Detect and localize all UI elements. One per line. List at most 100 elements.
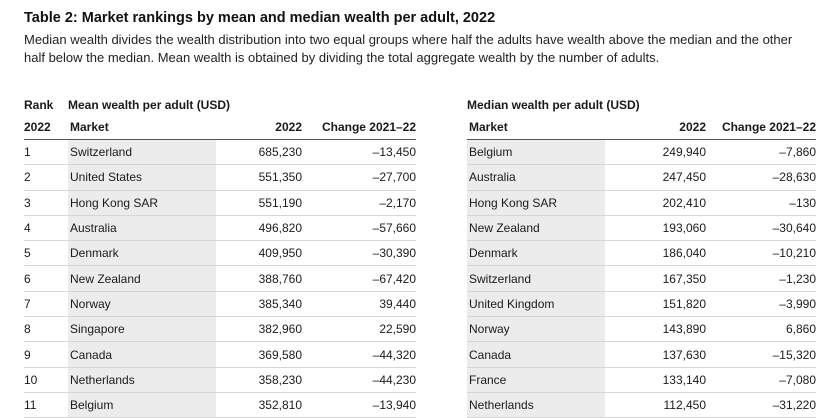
change-cell: 39,440 (302, 291, 417, 318)
market-cell: France (467, 367, 605, 393)
rank-cell: 7 (24, 291, 68, 318)
change-cell: –15,320 (706, 341, 816, 368)
rank-cell: 1 (24, 139, 68, 166)
market-cell: Canada (68, 341, 216, 368)
rank-cell: 3 (24, 190, 68, 216)
value-cell: 358,230 (216, 367, 302, 393)
market-cell: United Kingdom (467, 291, 605, 318)
market-header: Market (467, 115, 605, 140)
table-row: Canada 137,630 –15,320 (467, 341, 816, 368)
change-cell: –67,420 (302, 265, 417, 292)
market-cell: Australia (68, 215, 216, 242)
value-cell: 496,820 (216, 215, 302, 242)
median-group-header: Median wealth per adult (USD) (467, 97, 640, 112)
table-row: 8 Singapore 382,960 22,590 (24, 316, 417, 343)
value-cell: 151,820 (605, 291, 706, 318)
change-cell: –130 (706, 190, 816, 216)
rank-cell: 11 (24, 392, 68, 418)
value-cell: 385,340 (216, 291, 302, 318)
table-row: Netherlands 112,450 –31,220 (467, 392, 816, 418)
table-row: Hong Kong SAR 202,410 –130 (467, 190, 816, 216)
change-header: Change 2021–22 (302, 115, 417, 140)
market-cell: New Zealand (467, 215, 605, 242)
table-row: Australia 247,450 –28,630 (467, 164, 816, 191)
rank-cell: 5 (24, 240, 68, 267)
market-cell: New Zealand (68, 265, 216, 292)
market-cell: Denmark (68, 240, 216, 267)
change-cell: –27,700 (302, 164, 417, 191)
value-cell: 352,810 (216, 392, 302, 418)
rank-cell: 2 (24, 164, 68, 191)
table-row: 6 New Zealand 388,760 –67,420 (24, 265, 417, 292)
table-row: New Zealand 193,060 –30,640 (467, 215, 816, 242)
change-cell: 6,860 (706, 316, 816, 343)
table-row: Switzerland 167,350 –1,230 (467, 265, 816, 292)
table-row: 1 Switzerland 685,230 –13,450 (24, 139, 417, 166)
market-cell: Hong Kong SAR (68, 190, 216, 216)
value-cell: 112,450 (605, 392, 706, 418)
change-header: Change 2021–22 (706, 115, 816, 140)
market-cell: Belgium (467, 139, 605, 166)
change-cell: –30,390 (302, 240, 417, 267)
market-cell: Belgium (68, 392, 216, 418)
value-cell: 186,040 (605, 240, 706, 267)
rank-cell: 9 (24, 341, 68, 368)
year-header: 2022 (605, 115, 706, 140)
table-row: 7 Norway 385,340 39,440 (24, 291, 417, 318)
change-cell: –7,080 (706, 367, 816, 393)
value-cell: 409,950 (216, 240, 302, 267)
market-cell: Hong Kong SAR (467, 190, 605, 216)
value-cell: 193,060 (605, 215, 706, 242)
change-cell: –2,170 (302, 190, 417, 216)
market-cell: Switzerland (68, 139, 216, 166)
rank-cell: 6 (24, 265, 68, 292)
value-cell: 551,190 (216, 190, 302, 216)
market-header: Market (68, 115, 216, 140)
market-cell: Netherlands (68, 367, 216, 393)
table-row: 11 Belgium 352,810 –13,940 (24, 392, 417, 418)
market-cell: Australia (467, 164, 605, 191)
rank-cell: 4 (24, 215, 68, 242)
change-cell: –3,990 (706, 291, 816, 318)
table-row: 10 Netherlands 358,230 –44,230 (24, 367, 417, 393)
market-cell: Norway (68, 291, 216, 318)
value-cell: 369,580 (216, 341, 302, 368)
change-cell: –28,630 (706, 164, 816, 191)
mean-table-body: 1 Switzerland 685,230 –13,450 2 United States… (24, 139, 417, 418)
value-cell: 247,450 (605, 164, 706, 191)
change-cell: –44,320 (302, 341, 417, 368)
change-cell: –7,860 (706, 139, 816, 166)
change-cell: –30,640 (706, 215, 816, 242)
change-cell: –31,220 (706, 392, 816, 418)
table-row: France 133,140 –7,080 (467, 367, 816, 393)
mean-wealth-table: Rank Mean wealth per adult (USD) 2022 Ma… (24, 94, 417, 418)
rank-header: Rank (24, 97, 54, 112)
change-cell: –13,940 (302, 392, 417, 418)
year-header: 2022 (216, 115, 302, 140)
market-cell: Canada (467, 341, 605, 368)
mean-group-header: Mean wealth per adult (USD) (68, 97, 231, 112)
value-cell: 137,630 (605, 341, 706, 368)
table-title: Table 2: Market rankings by mean and med… (24, 10, 496, 26)
change-cell: –1,230 (706, 265, 816, 292)
value-cell: 382,960 (216, 316, 302, 343)
market-cell: Norway (467, 316, 605, 343)
market-cell: Singapore (68, 316, 216, 343)
table-row: 4 Australia 496,820 –57,660 (24, 215, 417, 242)
market-cell: Denmark (467, 240, 605, 267)
change-cell: –10,210 (706, 240, 816, 267)
table-row: Belgium 249,940 –7,860 (467, 139, 816, 166)
market-cell: Switzerland (467, 265, 605, 292)
value-cell: 143,890 (605, 316, 706, 343)
table-row: 2 United States 551,350 –27,700 (24, 164, 417, 191)
change-cell: –57,660 (302, 215, 417, 242)
change-cell: –44,230 (302, 367, 417, 393)
rank-year-header: 2022 (24, 115, 68, 140)
value-cell: 167,350 (605, 265, 706, 292)
table-row: Denmark 186,040 –10,210 (467, 240, 816, 267)
rank-cell: 8 (24, 316, 68, 343)
market-cell: Netherlands (467, 392, 605, 418)
table-row: 9 Canada 369,580 –44,320 (24, 341, 417, 368)
value-cell: 133,140 (605, 367, 706, 393)
median-table-body: Belgium 249,940 –7,860 Australia 247,450 –28,… (467, 139, 816, 418)
